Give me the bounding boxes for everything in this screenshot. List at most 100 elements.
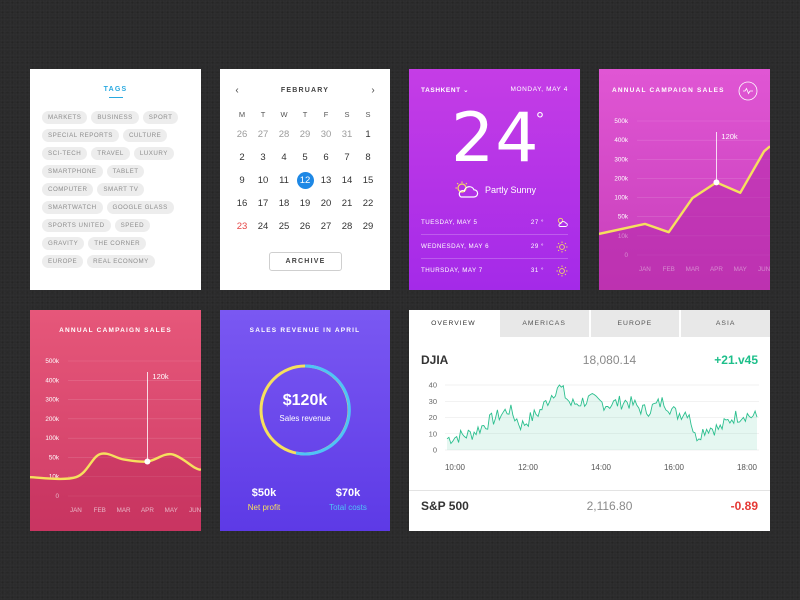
y-tick-label: 200k	[614, 175, 629, 182]
index-name: DJIA	[421, 353, 449, 367]
area-fill	[599, 146, 770, 290]
tag-chip[interactable]: SCI-TECH	[42, 147, 88, 160]
tag-chip[interactable]: SPORTS UNITED	[42, 219, 111, 232]
area-fill	[30, 453, 201, 531]
calendar-day[interactable]: 30	[316, 123, 337, 146]
x-tick-label: JAN	[70, 507, 82, 514]
calendar-day[interactable]: 19	[295, 192, 316, 215]
revenue-title: SALES REVENUE IN APRIL	[249, 327, 361, 334]
chevron-right-icon[interactable]: ›	[371, 85, 375, 96]
calendar-day[interactable]: 22	[358, 192, 379, 215]
calendar-day-number: 6	[323, 152, 329, 163]
calendar-day[interactable]: 6	[316, 146, 337, 169]
y-tick-label: 400k	[614, 137, 629, 144]
calendar-day[interactable]: 1	[358, 123, 379, 146]
calendar-day[interactable]: 7	[337, 146, 358, 169]
net-profit-label: Net profit	[247, 503, 281, 512]
partly-cloudy-icon	[455, 181, 479, 198]
annual-sales-area-chart: 500k400k300k200k100k50k10k0JANFEBMARAPRM…	[599, 81, 770, 290]
tag-chip[interactable]: COMPUTER	[42, 183, 94, 196]
tag-chip[interactable]: THE CORNER	[88, 237, 147, 250]
tag-chip[interactable]: CULTURE	[122, 129, 168, 142]
tag-chip[interactable]: TABLET	[106, 165, 145, 178]
calendar-day-number: 14	[341, 175, 353, 186]
calendar-day[interactable]: 3	[253, 146, 274, 169]
total-costs-stat: $70k Total costs	[323, 487, 373, 512]
calendar-day[interactable]: 29	[358, 215, 379, 238]
tag-chip[interactable]: TRAVEL	[91, 147, 130, 160]
tab-asia[interactable]: ASIA	[679, 310, 770, 337]
weekday-label: S	[365, 110, 371, 119]
calendar-day[interactable]: 4	[274, 146, 295, 169]
tag-chip[interactable]: REAL ECONOMY	[87, 255, 155, 268]
tag-chip[interactable]: EUROPE	[42, 255, 84, 268]
calendar-day[interactable]: 31	[337, 123, 358, 146]
calendar-day[interactable]: 25	[274, 215, 295, 238]
calendar-day-number: 19	[299, 198, 311, 209]
highlight-point	[144, 458, 151, 465]
calendar-day[interactable]: 13	[316, 169, 337, 192]
calendar-day[interactable]: 10	[253, 169, 274, 192]
calendar-day[interactable]: 16	[232, 192, 253, 215]
calendar-day[interactable]: 9	[232, 169, 253, 192]
chevron-left-icon[interactable]: ‹	[235, 85, 239, 96]
calendar-day[interactable]: 26	[295, 215, 316, 238]
calendar-day[interactable]: 17	[253, 192, 274, 215]
tag-chip[interactable]: LUXURY	[133, 147, 174, 160]
calendar-day[interactable]: 26	[232, 123, 253, 146]
tab-europe[interactable]: EUROPE	[588, 310, 680, 337]
x-tick-label: 12:00	[518, 463, 539, 472]
x-tick-label: 16:00	[664, 463, 685, 472]
tab-overview[interactable]: OVERVIEW	[409, 310, 498, 337]
x-tick-label: 10:00	[445, 463, 466, 472]
forecast-temp: 31 °	[530, 267, 544, 274]
calendar-day[interactable]: 27	[316, 215, 337, 238]
sun-icon	[556, 241, 568, 252]
calendar-day[interactable]: 12	[295, 169, 316, 192]
weather-card: TASHKENT ⌄ MONDAY, MAY 4 24 ° Partly Sun…	[409, 69, 580, 290]
calendar-day[interactable]: 8	[358, 146, 379, 169]
highlight-label: 120k	[721, 132, 738, 141]
weekday-label: S	[344, 110, 350, 119]
tab-americas[interactable]: AMERICAS	[497, 310, 589, 337]
tag-chip[interactable]: SMARTWATCH	[42, 201, 103, 214]
archive-button[interactable]: ARCHIVE	[269, 252, 342, 271]
chart-title: ANNUAL CAMPAIGN SALES	[59, 327, 172, 334]
calendar-day[interactable]: 21	[337, 192, 358, 215]
y-tick-label: 100k	[45, 435, 60, 442]
sales-revenue-card: SALES REVENUE IN APRIL $120k Sales reven…	[220, 310, 390, 531]
y-tick-label: 10k	[49, 474, 60, 481]
x-tick-label: MAR	[117, 507, 131, 514]
tag-chip[interactable]: SMARTPHONE	[42, 165, 103, 178]
y-tick-label: 30	[429, 397, 437, 406]
calendar-day[interactable]: 5	[295, 146, 316, 169]
calendar-day[interactable]: 29	[295, 123, 316, 146]
tag-chip[interactable]: BUSINESS	[91, 111, 139, 124]
tag-chip[interactable]: GOOGLE GLASS	[106, 201, 174, 214]
tag-chip[interactable]: GRAVITY	[42, 237, 85, 250]
tag-chip[interactable]: MARKETS	[42, 111, 88, 124]
calendar-day[interactable]: 20	[316, 192, 337, 215]
calendar-day[interactable]: 14	[337, 169, 358, 192]
calendar-day[interactable]: 15	[358, 169, 379, 192]
y-tick-label: 500k	[45, 358, 60, 365]
calendar-day[interactable]: 27	[253, 123, 274, 146]
calendar-day[interactable]: 11	[274, 169, 295, 192]
tag-chip[interactable]: SPECIAL REPORTS	[42, 129, 119, 142]
calendar-day[interactable]: 28	[337, 215, 358, 238]
tag-chip[interactable]: SPEED	[114, 219, 151, 232]
calendar-day[interactable]: 23	[232, 215, 253, 238]
calendar-day[interactable]: 2	[232, 146, 253, 169]
calendar-day-number: 23	[236, 221, 248, 232]
calendar-day[interactable]: 24	[253, 215, 274, 238]
calendar-day-number: 8	[365, 152, 371, 163]
city-selector[interactable]: TASHKENT ⌄	[421, 87, 470, 94]
calendar-day-number: 17	[257, 198, 269, 209]
index-value: 2,116.80	[586, 499, 633, 513]
tag-chip[interactable]: SPORT	[142, 111, 179, 124]
calendar-day[interactable]: 28	[274, 123, 295, 146]
tag-chip[interactable]: SMART TV	[97, 183, 145, 196]
calendar-day-number: 18	[278, 198, 290, 209]
tags-card: TAGS MARKETS BUSINESS SPORT SPECIAL REPORTS…	[30, 69, 201, 290]
calendar-day[interactable]: 18	[274, 192, 295, 215]
